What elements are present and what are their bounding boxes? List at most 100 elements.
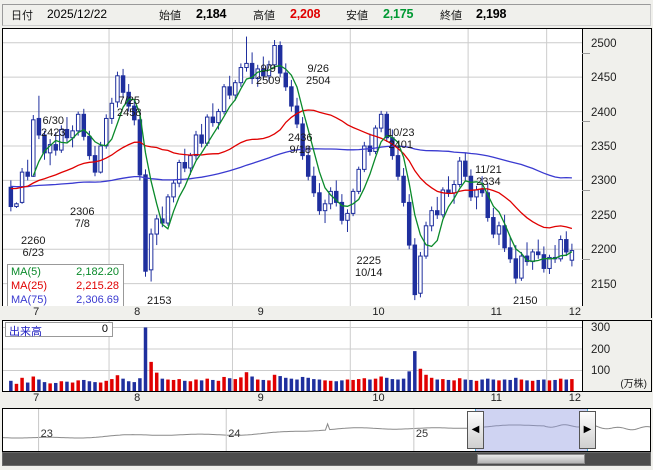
price-month-8: 8 bbox=[134, 306, 141, 318]
price-month-axis: 7 8 9 10 11 12 bbox=[2, 306, 651, 320]
ann-9-26: 9/26 2504 bbox=[306, 63, 331, 87]
ann-7-25: 7/25 2458 bbox=[117, 95, 142, 119]
volume-month-11: 11 bbox=[490, 392, 502, 404]
ann-6-30: 6/30 2423 bbox=[41, 115, 66, 139]
quote-header-bar: 日付 2025/12/22 始値 2,184 高値 2,208 安値 2,175… bbox=[2, 4, 651, 26]
ann-9-18-line1: 2436 bbox=[288, 132, 313, 144]
ma-row-75: MA(75) 2,306.69 bbox=[8, 293, 123, 307]
price-tick-2350: 2350 bbox=[582, 141, 617, 260]
volume-month-10: 10 bbox=[372, 392, 385, 404]
price-chart[interactable]: 250024502400235023002250220021502100 6/3… bbox=[2, 28, 652, 467]
high-value: 2,208 bbox=[290, 7, 321, 21]
ann-6-30-line1: 6/30 bbox=[42, 115, 64, 127]
ann-7-8-line2: 7/8 bbox=[74, 217, 90, 230]
ann-9-9-line1: 9/9 bbox=[260, 63, 276, 75]
price-tick-mark bbox=[582, 52, 590, 54]
chevron-left-icon: ◀ bbox=[471, 424, 480, 435]
ann-9-18-line2: 9/18 bbox=[289, 143, 311, 156]
navigator-right-handle[interactable]: ▶ bbox=[579, 411, 596, 449]
ma75-value: 2,306.69 bbox=[76, 294, 119, 306]
price-tick-2250: 2250 bbox=[582, 210, 617, 398]
horizontal-scrollbar[interactable] bbox=[2, 452, 651, 466]
ann-10-14-line2: 10/14 bbox=[355, 266, 383, 279]
price-tick-2300: 2300 bbox=[582, 175, 617, 329]
price-tick-mark bbox=[582, 121, 590, 123]
ann-10-23: 10/23 2401 bbox=[387, 127, 415, 151]
price-month-12: 12 bbox=[568, 306, 581, 318]
low-label: 安値 bbox=[346, 10, 368, 22]
ann-8-4-line1: 2153 bbox=[147, 295, 172, 307]
date-value: 2025/12/22 bbox=[47, 7, 108, 21]
volume-tick-300: 300 bbox=[591, 322, 611, 335]
ann-10-14-line1: 2225 bbox=[356, 255, 381, 267]
navigator-overview-line: 23 24 25 bbox=[3, 409, 650, 451]
ann-9-26-line1: 9/26 bbox=[307, 63, 329, 75]
ann-6-23: 2260 6/23 bbox=[21, 235, 46, 259]
ma-row-5: MA(5) 2,182.20 bbox=[8, 265, 123, 279]
ma-row-25: MA(25) 2,215.28 bbox=[8, 279, 123, 293]
price-tick-2150: 2150 bbox=[591, 278, 617, 291]
navigator-selection[interactable] bbox=[475, 409, 588, 451]
range-navigator[interactable]: 23 24 25 ◀ ▶ bbox=[2, 408, 651, 452]
volume-unit-label: (万株) bbox=[620, 379, 647, 390]
ma25-value: 2,215.28 bbox=[76, 280, 119, 292]
price-month-11: 11 bbox=[490, 306, 502, 318]
ann-10-23-line1: 10/23 bbox=[387, 127, 415, 139]
ann-7-25-line1: 7/25 bbox=[118, 95, 140, 107]
volume-bars-canvas bbox=[3, 321, 582, 391]
ma5-value: 2,182.20 bbox=[76, 266, 119, 278]
ann-6-23-line1: 2260 bbox=[21, 235, 46, 247]
svg-text:25: 25 bbox=[416, 428, 428, 440]
close-value: 2,198 bbox=[476, 7, 507, 21]
price-month-10: 10 bbox=[372, 306, 385, 318]
price-month-9: 9 bbox=[257, 306, 264, 318]
volume-legend: 出来高 0 bbox=[5, 322, 113, 338]
price-tick-2200: 2200 bbox=[582, 244, 617, 467]
scrollbar-thumb[interactable] bbox=[477, 454, 585, 464]
navigator-left-handle[interactable]: ◀ bbox=[467, 411, 484, 449]
moving-average-legend: MA(5) 2,182.20 MA(25) 2,215.28 MA(75) 2,… bbox=[7, 264, 124, 308]
volume-month-8: 8 bbox=[134, 392, 141, 404]
volume-tick-100: 100 bbox=[591, 365, 611, 378]
ma75-label: MA(75) bbox=[11, 294, 48, 306]
ann-7-8-line1: 2306 bbox=[70, 206, 95, 218]
volume-tick-200: 200 bbox=[591, 343, 611, 356]
open-value: 2,184 bbox=[196, 7, 227, 21]
ann-10-23-line2: 2401 bbox=[388, 138, 413, 151]
chevron-right-icon: ▶ bbox=[583, 424, 592, 435]
volume-value: 0 bbox=[101, 323, 108, 335]
ma5-label: MA(5) bbox=[11, 266, 41, 278]
ann-11-21-line1: 11/21 bbox=[475, 164, 502, 176]
ann-6-23-line2: 6/23 bbox=[22, 246, 44, 259]
ann-11-21-line2: 2334 bbox=[476, 175, 501, 188]
ann-9-18: 2436 9/18 bbox=[288, 132, 313, 156]
ma25-label: MA(25) bbox=[11, 280, 48, 292]
low-value: 2,175 bbox=[383, 7, 414, 21]
ann-7-25-line2: 2458 bbox=[117, 106, 142, 119]
volume-month-axis: 7 8 9 10 11 12 bbox=[2, 392, 651, 406]
date-label: 日付 bbox=[11, 10, 33, 22]
price-tick-mark bbox=[582, 258, 590, 260]
volume-month-12: 12 bbox=[568, 392, 581, 404]
high-label: 高値 bbox=[253, 10, 275, 22]
ann-6-30-line2: 2423 bbox=[41, 126, 66, 139]
ann-9-26-line2: 2504 bbox=[306, 74, 331, 87]
ann-9-9: 9/9 2509 bbox=[256, 63, 281, 87]
ann-7-8: 2306 7/8 bbox=[70, 206, 95, 230]
svg-text:23: 23 bbox=[41, 428, 53, 440]
volume-y-axis: (万株) 300 200 100 bbox=[583, 320, 652, 392]
price-tick-2450: 2450 bbox=[582, 72, 617, 123]
price-tick-2400: 2400 bbox=[582, 107, 617, 192]
price-y-axis: 250024502400235023002250220021502100 bbox=[582, 28, 652, 467]
svg-text:24: 24 bbox=[228, 428, 240, 440]
ann-12-5-line1: 2150 bbox=[513, 295, 538, 307]
volume-month-9: 9 bbox=[257, 392, 264, 404]
ann-11-21: 11/21 2334 bbox=[475, 164, 502, 188]
ann-9-9-line2: 2509 bbox=[256, 74, 281, 87]
volume-chart[interactable]: 出来高 0 (万株) 300 200 100 bbox=[2, 320, 652, 406]
ann-10-14: 2225 10/14 bbox=[355, 255, 383, 279]
price-tick-mark bbox=[582, 190, 590, 192]
volume-month-7: 7 bbox=[33, 392, 40, 404]
volume-plot-area[interactable]: 出来高 0 bbox=[3, 320, 583, 392]
